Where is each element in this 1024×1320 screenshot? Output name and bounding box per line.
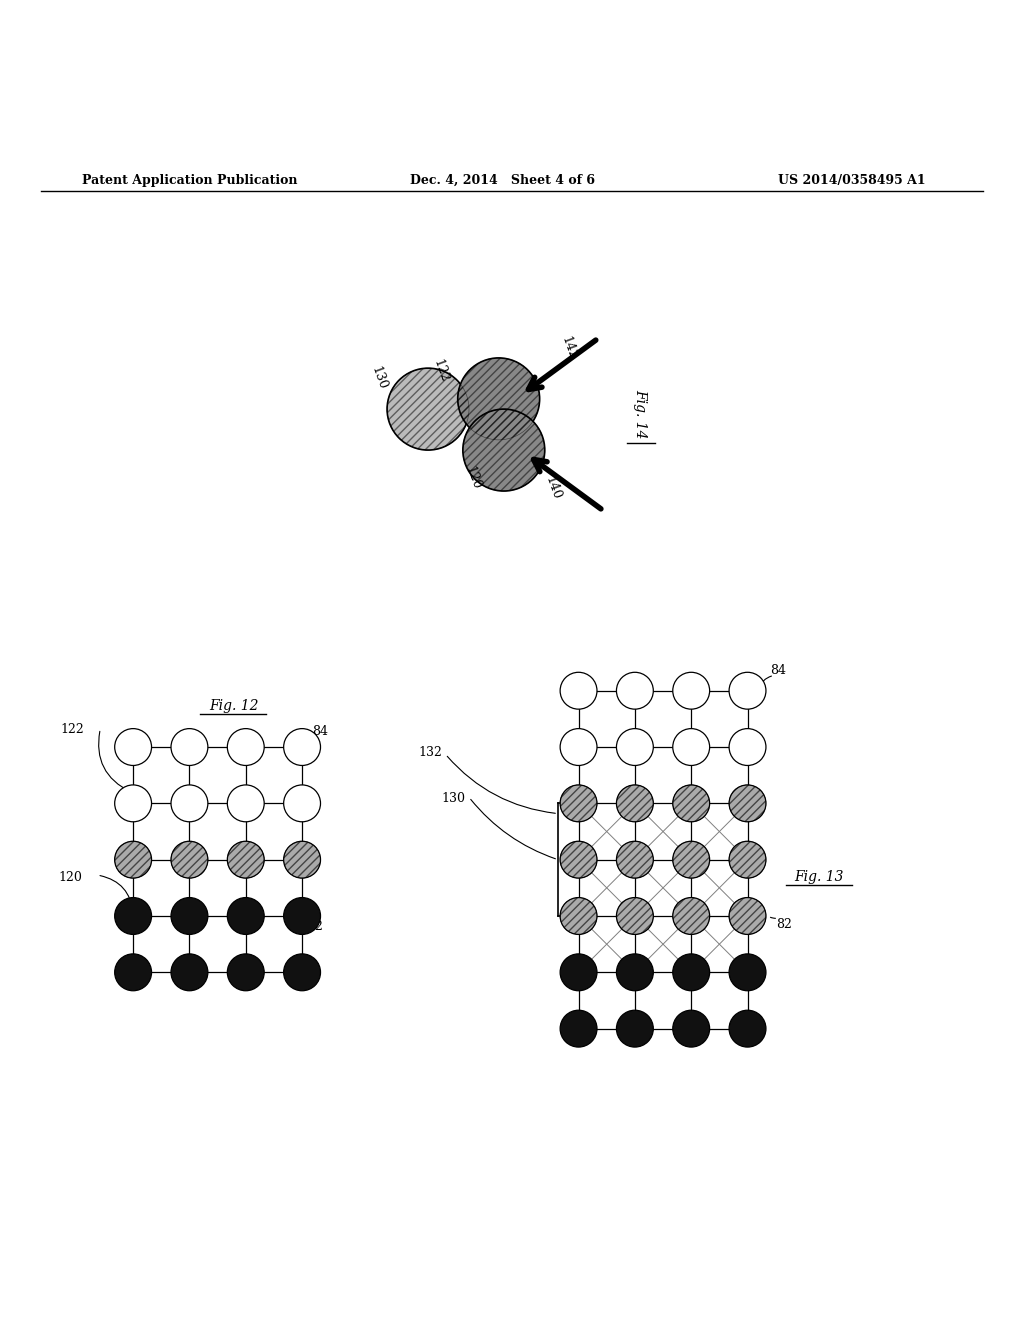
Circle shape (673, 898, 710, 935)
Circle shape (463, 409, 545, 491)
Circle shape (284, 954, 321, 991)
Circle shape (673, 785, 710, 822)
Text: 122: 122 (430, 358, 451, 384)
Circle shape (729, 841, 766, 878)
Circle shape (729, 898, 766, 935)
Circle shape (616, 954, 653, 991)
Text: 140: 140 (543, 474, 563, 502)
Circle shape (284, 841, 321, 878)
Text: 130: 130 (442, 792, 466, 805)
Circle shape (729, 672, 766, 709)
Circle shape (673, 841, 710, 878)
Text: Fig. 14: Fig. 14 (633, 389, 647, 440)
Text: 82: 82 (307, 920, 324, 933)
Circle shape (227, 954, 264, 991)
Circle shape (115, 729, 152, 766)
Circle shape (560, 1010, 597, 1047)
Text: 142: 142 (558, 334, 579, 362)
Circle shape (560, 954, 597, 991)
Circle shape (616, 1010, 653, 1047)
Circle shape (673, 954, 710, 991)
Circle shape (616, 898, 653, 935)
Text: Fig. 13: Fig. 13 (795, 870, 844, 884)
Circle shape (115, 785, 152, 822)
Circle shape (560, 785, 597, 822)
Circle shape (227, 841, 264, 878)
Circle shape (171, 729, 208, 766)
Circle shape (616, 672, 653, 709)
Text: Fig. 12: Fig. 12 (209, 700, 258, 713)
Circle shape (560, 672, 597, 709)
Circle shape (729, 729, 766, 766)
Circle shape (560, 729, 597, 766)
Circle shape (284, 785, 321, 822)
Circle shape (171, 841, 208, 878)
Circle shape (171, 785, 208, 822)
Text: 132: 132 (419, 746, 442, 759)
Text: 120: 120 (58, 871, 82, 883)
Text: 84: 84 (312, 725, 329, 738)
Text: Patent Application Publication: Patent Application Publication (82, 174, 297, 186)
Circle shape (115, 954, 152, 991)
Circle shape (616, 841, 653, 878)
Circle shape (227, 785, 264, 822)
Circle shape (673, 1010, 710, 1047)
Text: Dec. 4, 2014   Sheet 4 of 6: Dec. 4, 2014 Sheet 4 of 6 (410, 174, 595, 186)
Text: US 2014/0358495 A1: US 2014/0358495 A1 (778, 174, 926, 186)
Circle shape (227, 729, 264, 766)
Circle shape (673, 672, 710, 709)
Circle shape (729, 954, 766, 991)
Circle shape (171, 898, 208, 935)
Circle shape (387, 368, 469, 450)
Circle shape (227, 898, 264, 935)
Text: 84: 84 (770, 664, 786, 677)
Circle shape (115, 898, 152, 935)
Circle shape (560, 898, 597, 935)
Circle shape (673, 729, 710, 766)
Circle shape (560, 841, 597, 878)
Circle shape (729, 1010, 766, 1047)
Circle shape (115, 841, 152, 878)
Text: 122: 122 (60, 723, 84, 737)
Circle shape (284, 729, 321, 766)
Circle shape (616, 729, 653, 766)
Circle shape (284, 898, 321, 935)
Text: 82: 82 (776, 917, 793, 931)
Circle shape (729, 785, 766, 822)
Circle shape (171, 954, 208, 991)
Circle shape (458, 358, 540, 440)
Text: 130: 130 (369, 364, 389, 392)
Text: 120: 120 (463, 465, 483, 491)
Circle shape (616, 785, 653, 822)
